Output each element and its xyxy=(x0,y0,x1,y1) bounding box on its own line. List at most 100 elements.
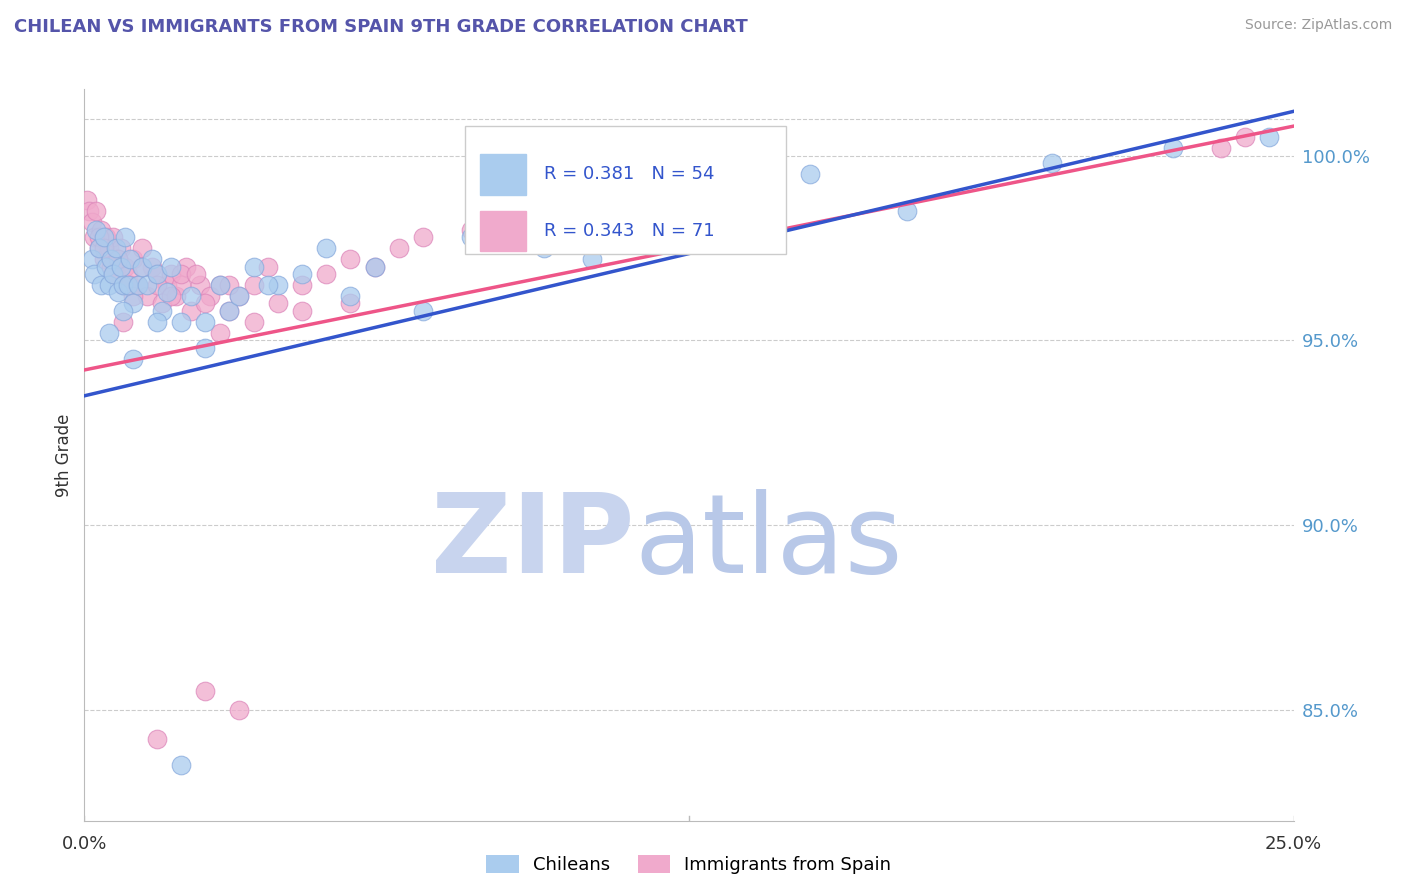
Point xyxy=(131,241,153,255)
Point xyxy=(799,167,821,181)
Point xyxy=(605,193,627,207)
Point xyxy=(533,241,555,255)
Point xyxy=(120,252,142,267)
Point xyxy=(702,215,724,229)
Point xyxy=(131,260,153,274)
Point xyxy=(136,277,159,292)
Point xyxy=(315,241,337,255)
Point xyxy=(80,252,103,267)
Point xyxy=(86,204,108,219)
Point xyxy=(208,277,231,292)
Point xyxy=(146,732,169,747)
Point xyxy=(110,241,132,255)
Point xyxy=(291,267,314,281)
Point xyxy=(218,277,240,292)
Point xyxy=(76,193,98,207)
Point xyxy=(257,260,280,274)
Point xyxy=(104,241,127,255)
Point xyxy=(218,303,240,318)
Point xyxy=(460,222,482,236)
Point xyxy=(87,241,110,255)
Point xyxy=(110,260,132,274)
Point xyxy=(242,315,264,329)
FancyBboxPatch shape xyxy=(479,154,526,194)
Point xyxy=(194,315,217,329)
Point xyxy=(557,204,579,219)
Point xyxy=(208,326,231,340)
Point xyxy=(581,252,603,267)
Point xyxy=(1161,141,1184,155)
Point xyxy=(104,267,127,281)
Point xyxy=(97,326,120,340)
Point xyxy=(114,260,136,274)
Point xyxy=(291,303,314,318)
Point xyxy=(174,260,197,274)
Point xyxy=(412,303,434,318)
Point xyxy=(121,252,143,267)
Point xyxy=(141,252,163,267)
Point xyxy=(150,303,173,318)
Point xyxy=(90,222,112,236)
Point xyxy=(896,204,918,219)
Point xyxy=(103,267,125,281)
Point xyxy=(127,277,149,292)
Point xyxy=(117,267,139,281)
Point xyxy=(751,193,773,207)
Point xyxy=(93,230,115,244)
Point xyxy=(107,252,129,267)
Point xyxy=(93,252,115,267)
Point xyxy=(257,277,280,292)
Point xyxy=(267,296,290,310)
Point xyxy=(1234,130,1257,145)
Point xyxy=(136,289,159,303)
Point xyxy=(77,204,100,219)
Text: R = 0.381   N = 54: R = 0.381 N = 54 xyxy=(544,165,714,184)
Point xyxy=(87,241,110,255)
Point xyxy=(121,289,143,303)
Point xyxy=(100,252,122,267)
Point xyxy=(97,277,120,292)
Point xyxy=(114,230,136,244)
Point xyxy=(339,289,361,303)
Point xyxy=(170,315,193,329)
Point xyxy=(103,230,125,244)
Point xyxy=(107,285,129,300)
Point xyxy=(460,230,482,244)
Point xyxy=(208,277,231,292)
FancyBboxPatch shape xyxy=(479,211,526,251)
Y-axis label: 9th Grade: 9th Grade xyxy=(55,413,73,497)
Point xyxy=(180,289,202,303)
Text: R = 0.343   N = 71: R = 0.343 N = 71 xyxy=(544,222,714,240)
Point xyxy=(228,289,250,303)
Point xyxy=(1258,130,1281,145)
Point xyxy=(1209,141,1232,155)
Point xyxy=(155,277,177,292)
Point xyxy=(1040,156,1063,170)
Point xyxy=(339,296,361,310)
Point xyxy=(242,277,264,292)
Point xyxy=(150,296,173,310)
Point xyxy=(363,260,385,274)
Point xyxy=(190,277,212,292)
Point xyxy=(87,230,110,244)
FancyBboxPatch shape xyxy=(465,126,786,253)
Point xyxy=(160,289,183,303)
Point xyxy=(315,267,337,281)
Point xyxy=(170,267,193,281)
Point xyxy=(339,252,361,267)
Point xyxy=(228,289,250,303)
Point xyxy=(291,277,314,292)
Point xyxy=(267,277,290,292)
Point xyxy=(194,296,217,310)
Point xyxy=(198,289,221,303)
Point xyxy=(112,277,135,292)
Point xyxy=(112,315,135,329)
Point xyxy=(194,341,217,355)
Text: 0.0%: 0.0% xyxy=(62,836,107,854)
Point xyxy=(100,260,122,274)
Point xyxy=(121,351,143,366)
Point xyxy=(180,303,202,318)
Point xyxy=(83,267,105,281)
Point xyxy=(170,277,193,292)
Point xyxy=(228,703,250,717)
